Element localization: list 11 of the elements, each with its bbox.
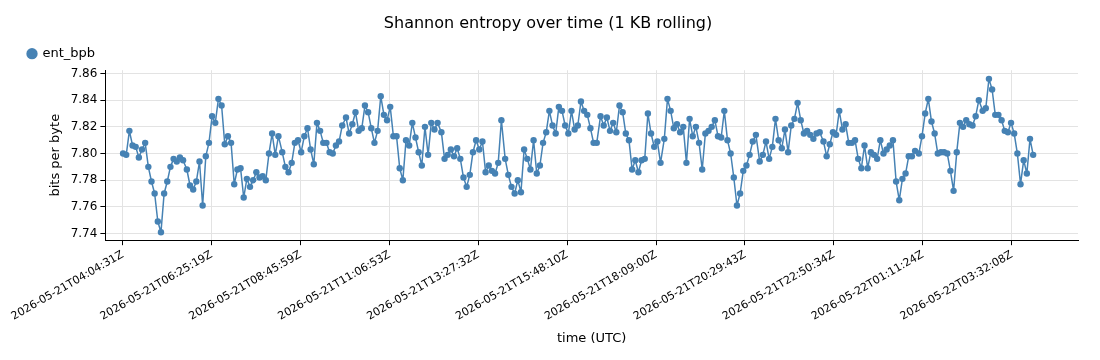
y-tick-label: 7.78	[70, 172, 98, 187]
x-axis-title: time (UTC)	[556, 329, 627, 345]
y-tick-label: 7.82	[70, 118, 98, 133]
y-tick-label: 7.76	[70, 198, 98, 213]
y-tick-label: 7.80	[70, 145, 98, 160]
y-tick-label: 7.74	[70, 225, 98, 240]
y-tick-label: 7.86	[70, 65, 98, 80]
chart-title: Shannon entropy over time (1 KB rolling)	[383, 12, 713, 32]
legend-label: ent_bpb	[42, 45, 96, 61]
y-axis-title: bits per byte	[47, 113, 63, 197]
y-tick-label: 7.84	[70, 92, 98, 107]
